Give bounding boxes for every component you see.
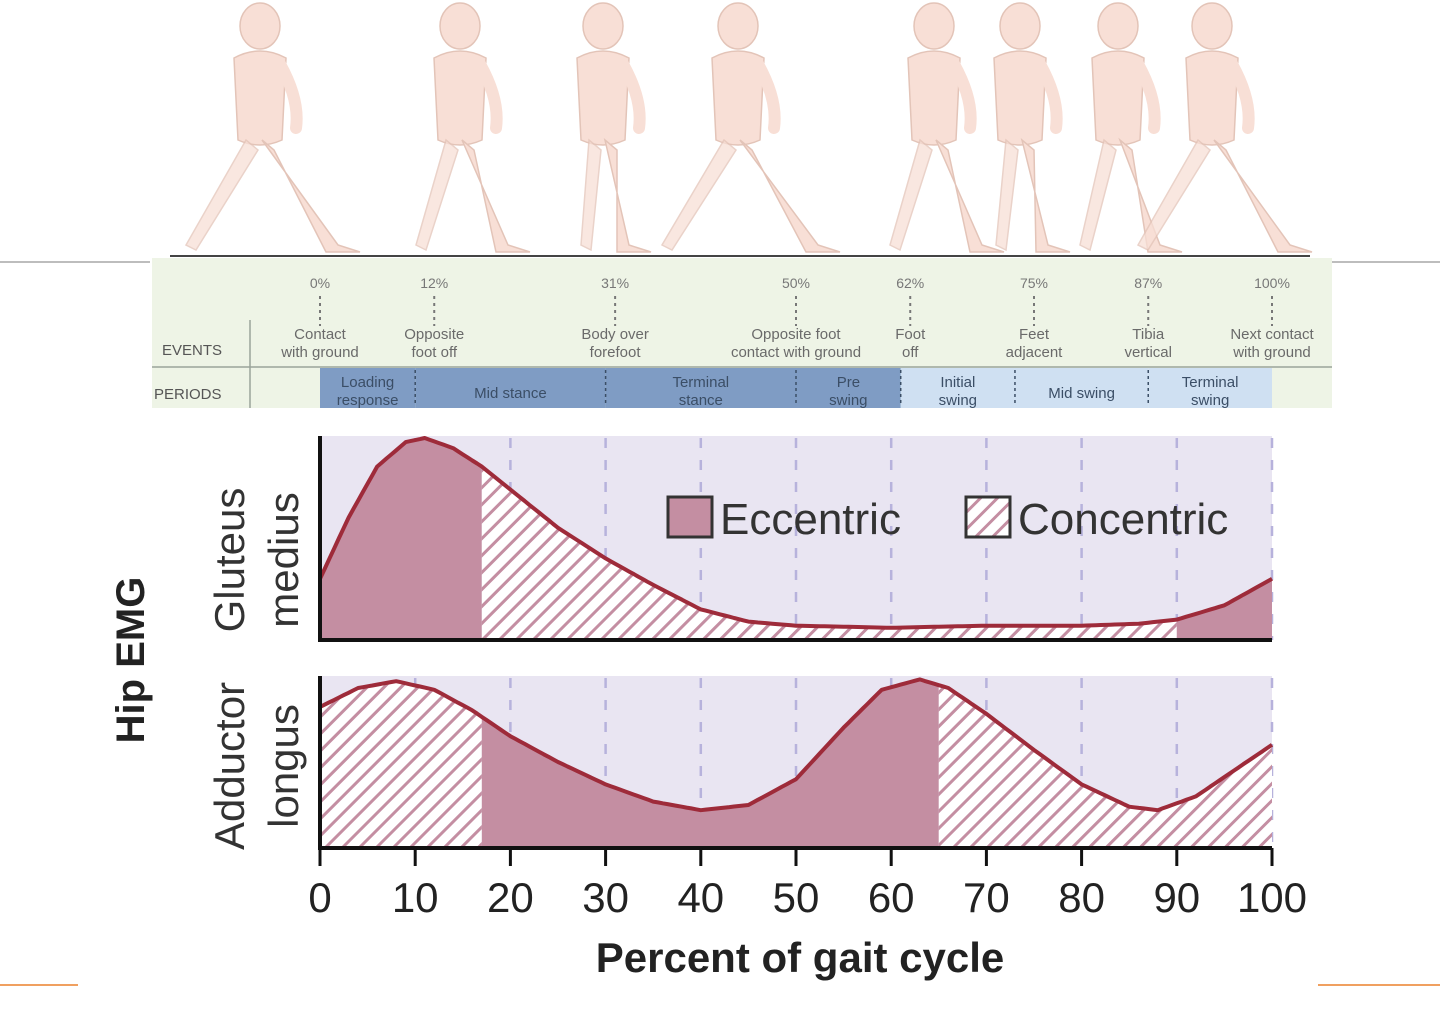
period-label-line2: swing: [939, 392, 977, 409]
x-tick-label: 40: [677, 874, 724, 921]
period-label-line2: response: [337, 392, 399, 409]
panel1-label-line1: Gluteus: [206, 488, 253, 633]
period-label: Mid swing: [1048, 385, 1115, 402]
event-label: Opposite foot: [751, 326, 841, 343]
event-label: Next contact: [1230, 326, 1314, 343]
x-tick-label: 100: [1237, 874, 1307, 921]
segment-eccentric: [481, 679, 939, 848]
event-percent: 12%: [420, 275, 448, 291]
x-tick-label: 50: [773, 874, 820, 921]
walking-figure: [576, 2, 652, 253]
emg-curve: [319, 677, 1274, 813]
x-tick-label: 90: [1153, 874, 1200, 921]
period-bar-3: [796, 368, 901, 408]
panel1-label-line2: medius: [260, 492, 307, 627]
event-label: Body over: [581, 326, 649, 343]
event-label-line2: contact with ground: [731, 344, 861, 361]
segment-concentric: [320, 681, 482, 848]
period-label: Mid stance: [474, 385, 547, 402]
walking-figures: [184, 2, 1313, 253]
event-label-line2: off: [902, 344, 919, 361]
x-tick-label: 0: [308, 874, 331, 921]
segment-eccentric: [320, 438, 482, 640]
legend-concentric-swatch: [964, 495, 1012, 539]
event-percent: 50%: [782, 275, 810, 291]
event-label: Feet: [1019, 326, 1050, 343]
period-bar-0: [320, 368, 416, 408]
legend: Eccentric Concentric: [666, 495, 1228, 544]
event-label-line2: vertical: [1124, 344, 1172, 361]
legend-eccentric-label: Eccentric: [720, 495, 901, 544]
walking-figure: [660, 2, 841, 253]
event-label: Opposite: [404, 326, 464, 343]
period-bar-5: [1014, 368, 1149, 408]
period-bar-2: [605, 368, 796, 408]
y-axis-label: Hip EMG: [109, 577, 153, 744]
event-percent: 62%: [896, 275, 924, 291]
x-axis-ticks: 0 10 20 30 40 50 60 70 80 90 100: [308, 848, 1307, 921]
period-bar-4: [900, 368, 1015, 408]
periods-row-label: PERIODS: [154, 386, 222, 403]
emg-panels: [318, 436, 1274, 850]
panel2-label-line1: Adductor: [206, 682, 253, 850]
emg-panel-2: [318, 676, 1274, 850]
event-label: Contact: [294, 326, 347, 343]
x-tick-label: 30: [582, 874, 629, 921]
event-label: Tibia: [1132, 326, 1165, 343]
walking-figure: [993, 2, 1071, 253]
emg-panel-1: [318, 436, 1274, 642]
x-axis-label: Percent of gait cycle: [596, 934, 1005, 981]
period-label: Terminal: [1182, 374, 1239, 391]
emg-curve: [318, 436, 1273, 630]
period-label: Terminal: [672, 374, 729, 391]
period-bar-6: [1148, 368, 1272, 408]
period-label: Loading: [341, 374, 394, 391]
segment-concentric: [938, 685, 1272, 848]
event-label-line2: forefoot: [590, 344, 642, 361]
period-label-line2: swing: [1191, 392, 1229, 409]
x-tick-label: 70: [963, 874, 1010, 921]
period-bar-1: [415, 368, 606, 408]
walking-figure: [889, 2, 1005, 253]
period-label: Pre: [837, 374, 860, 391]
panel2-label-line2: longus: [260, 704, 307, 828]
legend-eccentric-swatch: [666, 495, 714, 539]
x-tick-label: 80: [1058, 874, 1105, 921]
event-label: Foot: [895, 326, 926, 343]
x-tick-label: 60: [868, 874, 915, 921]
event-label-line2: with ground: [280, 344, 359, 361]
event-label-line2: with ground: [1232, 344, 1311, 361]
x-tick-label: 20: [487, 874, 534, 921]
event-percent: 75%: [1020, 275, 1048, 291]
event-percent: 31%: [601, 275, 629, 291]
segment-concentric: [481, 466, 1177, 640]
period-label-line2: stance: [679, 392, 723, 409]
x-tick-label: 10: [392, 874, 439, 921]
walking-figure: [415, 2, 531, 253]
event-percent: 87%: [1134, 275, 1162, 291]
event-percent: 0%: [310, 275, 330, 291]
legend-concentric-label: Concentric: [1018, 495, 1228, 544]
event-label-line2: foot off: [411, 344, 457, 361]
event-label-line2: adjacent: [1006, 344, 1064, 361]
event-percent: 100%: [1254, 275, 1290, 291]
walking-figure: [184, 2, 361, 253]
walking-figure: [1136, 2, 1313, 253]
period-label-line2: swing: [829, 392, 867, 409]
events-row-label: EVENTS: [162, 342, 222, 359]
period-label: Initial: [940, 374, 975, 391]
